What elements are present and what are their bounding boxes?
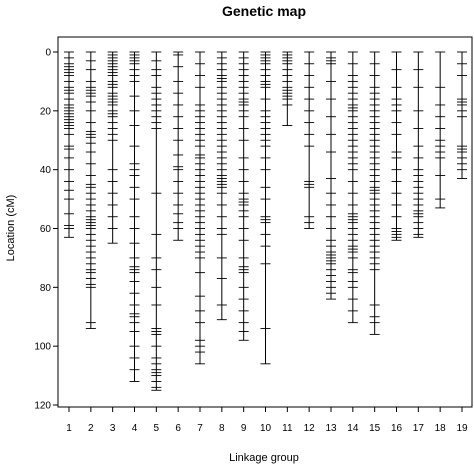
x-tick-label: 7 bbox=[197, 423, 203, 434]
linkage-group-15 bbox=[369, 51, 380, 335]
linkage-group-18 bbox=[435, 51, 446, 209]
chart-title: Genetic map bbox=[222, 3, 306, 19]
y-tick-label: 120 bbox=[34, 401, 51, 412]
x-tick-label: 1 bbox=[66, 423, 72, 434]
linkage-group-2 bbox=[85, 51, 96, 329]
linkage-group-13 bbox=[326, 51, 336, 300]
x-tick-label: 4 bbox=[132, 423, 138, 434]
linkage-group-1 bbox=[64, 51, 74, 238]
linkage-group-10 bbox=[260, 51, 271, 365]
linkage-group-11 bbox=[282, 51, 293, 126]
x-tick-label: 12 bbox=[304, 423, 316, 434]
x-tick-label: 9 bbox=[241, 423, 247, 434]
x-tick-label: 19 bbox=[456, 423, 468, 434]
y-axis: 0 20 40 60 80 100 120 bbox=[34, 48, 59, 412]
linkage-group-3 bbox=[107, 51, 118, 244]
x-tick-label: 16 bbox=[391, 423, 403, 434]
linkage-group-16 bbox=[391, 51, 402, 241]
x-tick-label: 13 bbox=[325, 423, 337, 434]
linkage-group-7 bbox=[195, 51, 205, 365]
linkage-group-19 bbox=[457, 51, 467, 179]
x-tick-label: 11 bbox=[282, 423, 293, 434]
y-axis-label: Location (cM) bbox=[5, 195, 17, 262]
x-tick-label: 18 bbox=[435, 423, 447, 434]
linkage-group-4 bbox=[129, 51, 140, 382]
linkage-group-8 bbox=[216, 51, 227, 321]
y-tick-label: 80 bbox=[40, 283, 52, 294]
x-tick-label: 15 bbox=[369, 423, 381, 434]
linkage-group-12 bbox=[304, 51, 315, 229]
x-tick-label: 5 bbox=[154, 423, 160, 434]
x-tick-label: 8 bbox=[219, 423, 225, 434]
y-tick-label: 20 bbox=[40, 106, 52, 117]
x-tick-label: 3 bbox=[110, 423, 116, 434]
linkage-group-6 bbox=[173, 51, 184, 241]
y-tick-label: 100 bbox=[34, 342, 51, 353]
x-axis: 1 2 3 4 5 6 7 8 9 10 11 12 13 14 15 16 17 18 19 bbox=[66, 407, 468, 434]
x-tick-label: 10 bbox=[260, 423, 272, 434]
linkage-group-17 bbox=[413, 51, 424, 238]
x-tick-label: 14 bbox=[347, 423, 359, 434]
y-tick-label: 0 bbox=[45, 48, 51, 59]
linkage-group-5 bbox=[151, 51, 162, 391]
linkage-group-9 bbox=[238, 51, 249, 341]
y-tick-label: 40 bbox=[40, 165, 52, 176]
y-tick-label: 60 bbox=[40, 224, 52, 235]
linkage-group-14 bbox=[347, 51, 358, 324]
x-axis-label: Linkage group bbox=[229, 452, 299, 464]
x-tick-label: 17 bbox=[413, 423, 425, 434]
linkage-groups bbox=[64, 51, 467, 391]
x-tick-label: 6 bbox=[175, 423, 181, 434]
x-tick-label: 2 bbox=[88, 423, 94, 434]
